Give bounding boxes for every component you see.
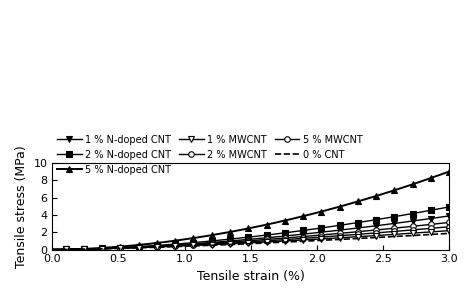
X-axis label: Tensile strain (%): Tensile strain (%) — [197, 270, 305, 283]
Legend: 1 % N-doped CNT, 2 % N-doped CNT, 5 % N-doped CNT, 1 % MWCNT, 2 % MWCNT, 5 % MWC: 1 % N-doped CNT, 2 % N-doped CNT, 5 % N-… — [57, 135, 363, 175]
Y-axis label: Tensile stress (MPa): Tensile stress (MPa) — [15, 145, 28, 268]
